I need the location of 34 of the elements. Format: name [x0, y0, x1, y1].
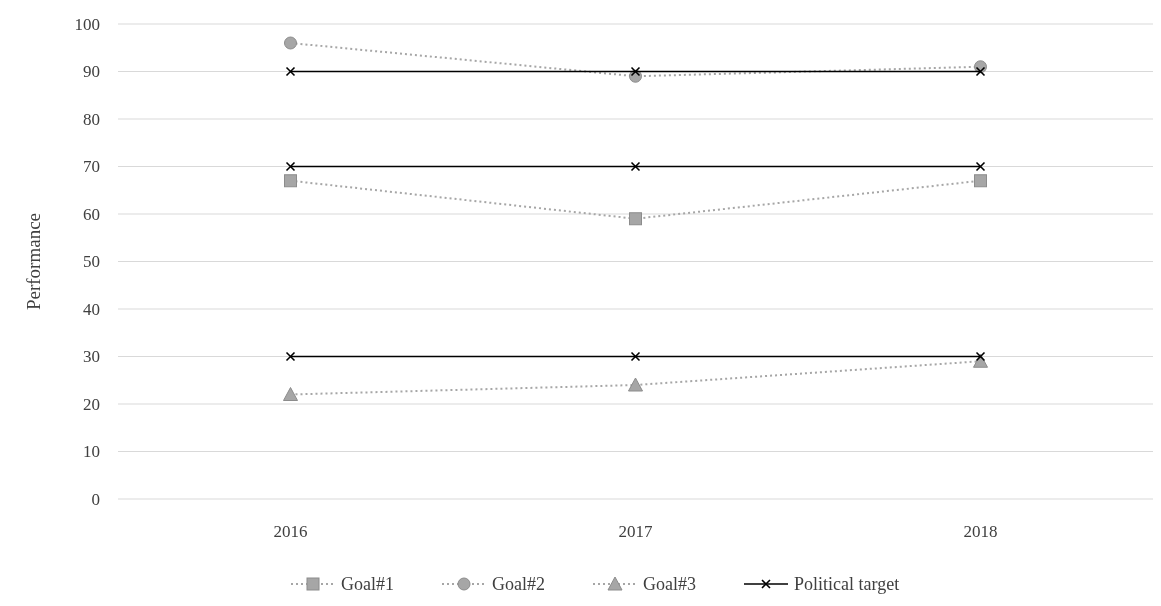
y-tick-label: 90	[83, 62, 100, 82]
x-tick-label: 2017	[618, 522, 653, 541]
legend-label: Goal#3	[643, 574, 696, 595]
point	[975, 161, 986, 172]
y-tick-label: 60	[83, 204, 100, 224]
y-tick-label: 0	[91, 489, 100, 509]
point	[974, 174, 987, 188]
y-tick-label: 40	[83, 299, 100, 319]
point	[285, 66, 296, 77]
y-tick-label: 10	[83, 442, 100, 462]
point	[630, 161, 641, 172]
y-tick-label: 100	[74, 14, 100, 34]
y-tick-label: 50	[83, 252, 100, 272]
point	[284, 174, 297, 188]
y-axis-title: Performance	[23, 212, 44, 311]
point	[975, 351, 986, 362]
legend-label: Goal#1	[341, 574, 394, 595]
legend-label: Goal#2	[492, 574, 545, 595]
x-tick-label: 2018	[963, 522, 998, 541]
point	[628, 377, 643, 392]
point	[284, 36, 297, 50]
x-tick-label: 2016	[273, 522, 308, 541]
y-tick-label: 30	[83, 347, 100, 367]
point	[285, 161, 296, 172]
point	[975, 66, 986, 77]
y-tick-label: 70	[83, 157, 100, 177]
legend-label: Political target	[794, 574, 900, 595]
point	[285, 351, 296, 362]
point	[630, 351, 641, 362]
point	[283, 387, 298, 401]
y-tick-label: 80	[83, 109, 100, 129]
y-tick-label: 20	[83, 394, 100, 414]
point	[630, 66, 641, 77]
point	[629, 212, 642, 226]
